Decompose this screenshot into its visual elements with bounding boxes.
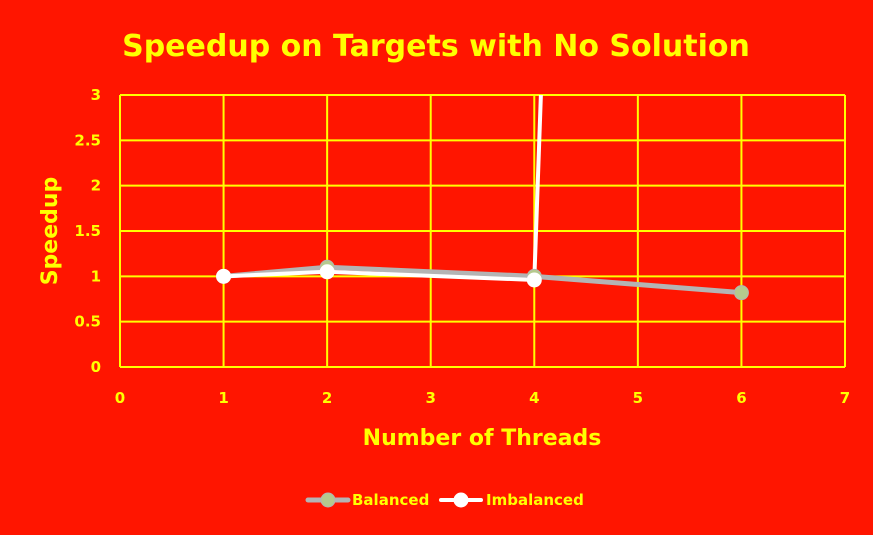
y-tick-label: 3 — [91, 86, 101, 104]
y-tick-label: 0.5 — [74, 313, 101, 331]
y-tick-label: 2 — [91, 177, 101, 195]
series-line-balanced — [221, 264, 744, 296]
legend: Balanced Imbalanced — [305, 491, 584, 509]
legend-swatch-marker-imbalanced — [453, 492, 469, 508]
y-tick-label: 1.5 — [74, 222, 101, 240]
x-tick-label: 6 — [736, 389, 746, 407]
y-axis-title: Speedup — [38, 177, 63, 286]
legend-label-balanced: Balanced — [352, 491, 429, 509]
x-tick-label: 7 — [840, 389, 850, 407]
x-tick-labels: 0 1 2 3 4 5 6 7 — [115, 389, 850, 407]
y-tick-label: 2.5 — [74, 131, 101, 149]
series-clip-group — [221, 95, 744, 296]
y-tick-label: 0 — [91, 358, 101, 376]
data-point-balanced — [733, 285, 749, 301]
x-tick-label: 4 — [529, 389, 539, 407]
series-group — [216, 95, 749, 301]
data-point-imbalanced — [526, 272, 542, 288]
series-line-imbalanced — [221, 95, 543, 282]
x-tick-label: 5 — [633, 389, 643, 407]
x-tick-label: 2 — [322, 389, 332, 407]
legend-label-imbalanced: Imbalanced — [486, 491, 584, 509]
data-point-imbalanced — [216, 268, 232, 284]
x-axis-title: Number of Threads — [363, 426, 602, 451]
grid — [119, 94, 846, 368]
chart-title: Speedup on Targets with No Solution — [122, 29, 750, 64]
y-tick-labels: 0 0.5 1 1.5 2 2.5 3 — [74, 86, 101, 376]
legend-swatch-marker-balanced — [320, 492, 336, 508]
data-point-imbalanced — [319, 264, 335, 280]
x-tick-label: 3 — [425, 389, 435, 407]
x-tick-label: 1 — [218, 389, 228, 407]
x-tick-label: 0 — [115, 389, 125, 407]
y-tick-label: 1 — [91, 267, 101, 285]
